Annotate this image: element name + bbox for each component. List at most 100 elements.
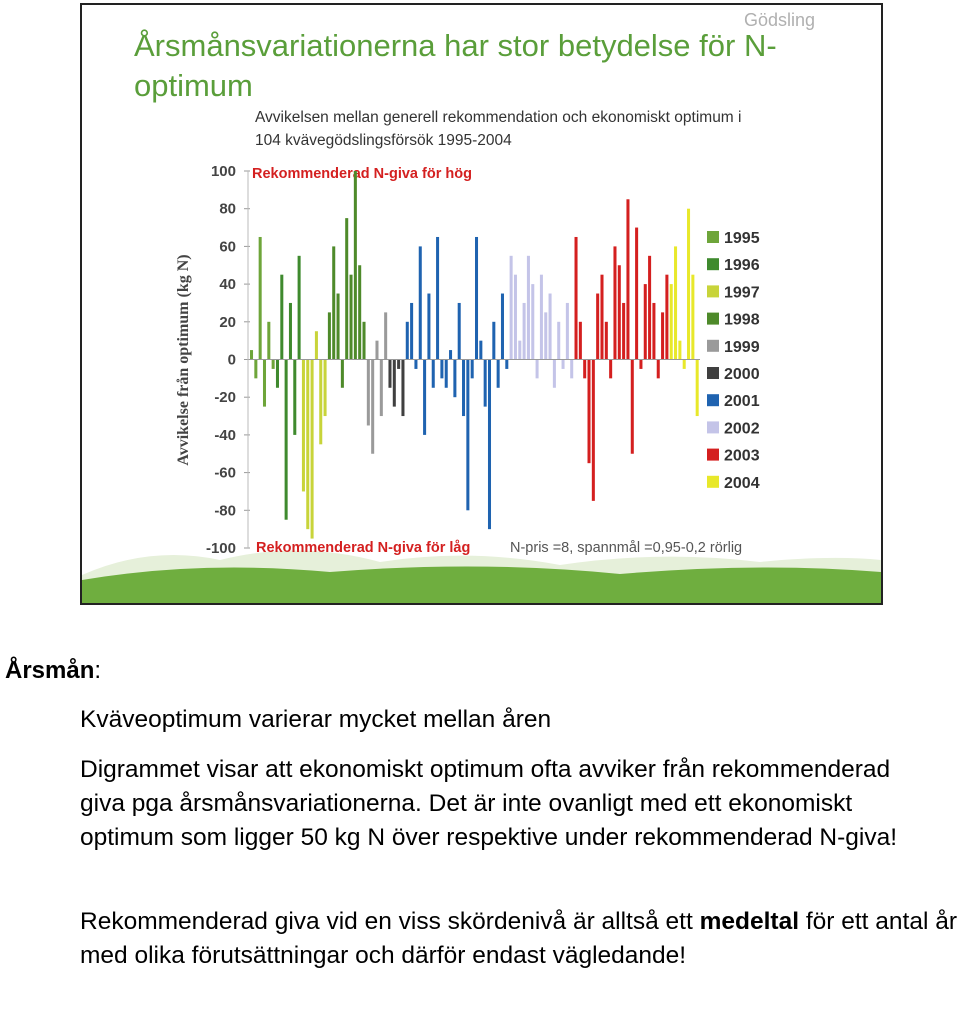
bar bbox=[423, 359, 427, 435]
bar bbox=[695, 359, 699, 417]
y-tick-label: 80 bbox=[219, 201, 236, 218]
legend-swatch bbox=[707, 475, 719, 488]
bar bbox=[475, 236, 479, 360]
bar bbox=[613, 246, 617, 360]
header: Gödsling bbox=[744, 10, 816, 30]
bar bbox=[280, 274, 284, 360]
bar bbox=[436, 236, 440, 360]
bar bbox=[267, 321, 271, 360]
bar bbox=[526, 255, 530, 360]
bar bbox=[397, 359, 401, 369]
bar bbox=[617, 265, 621, 360]
bar bbox=[656, 359, 660, 379]
text: för ett antal år med olika förutsättning… bbox=[80, 908, 957, 969]
bar bbox=[591, 359, 595, 501]
bar bbox=[626, 199, 630, 360]
bar bbox=[622, 302, 626, 360]
y-tick-label: 40 bbox=[219, 276, 236, 293]
legend-swatch bbox=[707, 367, 719, 379]
bar bbox=[418, 246, 422, 360]
bar bbox=[674, 246, 678, 360]
bar bbox=[250, 350, 254, 360]
paragraph: Digrammet visar att ekonomiskt optimum o… bbox=[80, 753, 940, 855]
bar bbox=[384, 312, 388, 360]
bar bbox=[371, 359, 375, 454]
y-tick-label: -20 bbox=[214, 389, 236, 406]
notes-heading: Årsmån: bbox=[5, 657, 101, 685]
bar bbox=[362, 321, 366, 360]
legend-swatch bbox=[707, 339, 719, 352]
bar bbox=[496, 359, 500, 388]
bar bbox=[453, 359, 457, 398]
bar bbox=[648, 255, 652, 360]
bar bbox=[548, 293, 552, 360]
legend-swatch bbox=[707, 421, 719, 434]
bar bbox=[284, 359, 288, 520]
bar bbox=[293, 359, 297, 435]
bar bbox=[505, 359, 509, 369]
bar bbox=[375, 340, 379, 360]
annotation: Rekommenderad N-giva för hög bbox=[252, 166, 472, 182]
bar bbox=[340, 359, 344, 388]
y-tick-label: 0 bbox=[228, 352, 236, 369]
slide bbox=[80, 3, 883, 605]
bar bbox=[483, 359, 487, 407]
legend-swatch bbox=[707, 448, 719, 461]
bar bbox=[410, 302, 414, 360]
y-tick-label: 100 bbox=[211, 163, 236, 180]
bar bbox=[323, 359, 327, 417]
legend-label: 1995 bbox=[724, 230, 760, 247]
chart: Avvikelse från optimum (kg N) Rekommende… bbox=[82, 163, 881, 603]
bar bbox=[470, 359, 474, 379]
bar bbox=[314, 331, 318, 360]
y-tick-label: -60 bbox=[214, 465, 236, 482]
bar bbox=[535, 359, 539, 379]
text: Kväveoptimum varierar mycket mellan åren bbox=[80, 706, 552, 733]
legend-swatch bbox=[707, 285, 719, 298]
bar bbox=[682, 359, 686, 369]
heading-text: Årsmån bbox=[5, 657, 95, 684]
bar bbox=[449, 350, 453, 360]
bar bbox=[604, 321, 608, 360]
y-axis-label: Avvikelse från optimum (kg N) bbox=[175, 254, 192, 465]
bar bbox=[306, 359, 310, 530]
y-tick-label: 20 bbox=[219, 314, 236, 331]
legend-swatch bbox=[707, 231, 719, 243]
bar bbox=[327, 312, 331, 360]
bar bbox=[431, 359, 435, 388]
bar bbox=[513, 274, 517, 360]
bar bbox=[414, 359, 418, 369]
bar bbox=[379, 359, 383, 417]
bar bbox=[388, 359, 392, 388]
bar bbox=[509, 255, 513, 360]
bar bbox=[405, 321, 409, 360]
legend-swatch bbox=[707, 258, 719, 271]
bar bbox=[301, 359, 305, 492]
bar bbox=[479, 340, 483, 360]
bar bbox=[353, 171, 357, 360]
bar bbox=[345, 218, 349, 360]
bar bbox=[500, 293, 504, 360]
y-tick-label: -80 bbox=[214, 502, 236, 519]
text: Rekommenderad giva vid en viss skördeniv… bbox=[80, 908, 700, 935]
bar bbox=[349, 274, 353, 360]
bar bbox=[678, 340, 682, 360]
legend-swatch bbox=[707, 394, 719, 407]
paragraph: Kväveoptimum varierar mycket mellan åren bbox=[80, 703, 960, 737]
bar bbox=[288, 302, 292, 360]
bar bbox=[639, 359, 643, 369]
bar bbox=[332, 246, 336, 360]
bar bbox=[561, 359, 565, 369]
bar bbox=[661, 312, 665, 360]
legend-label: 2003 bbox=[724, 448, 760, 465]
bar bbox=[687, 208, 691, 360]
annotation: N-pris =8, spannmål =0,95-0,2 rörlig bbox=[510, 540, 742, 556]
bar bbox=[544, 312, 548, 360]
legend-label: 2004 bbox=[724, 475, 760, 492]
bar bbox=[557, 321, 561, 360]
legend-label: 1999 bbox=[724, 339, 760, 356]
legend-label: 2002 bbox=[724, 420, 760, 437]
chart-subtitle: Avvikelsen mellan generell rekommendatio… bbox=[255, 109, 742, 149]
bar bbox=[539, 274, 543, 360]
